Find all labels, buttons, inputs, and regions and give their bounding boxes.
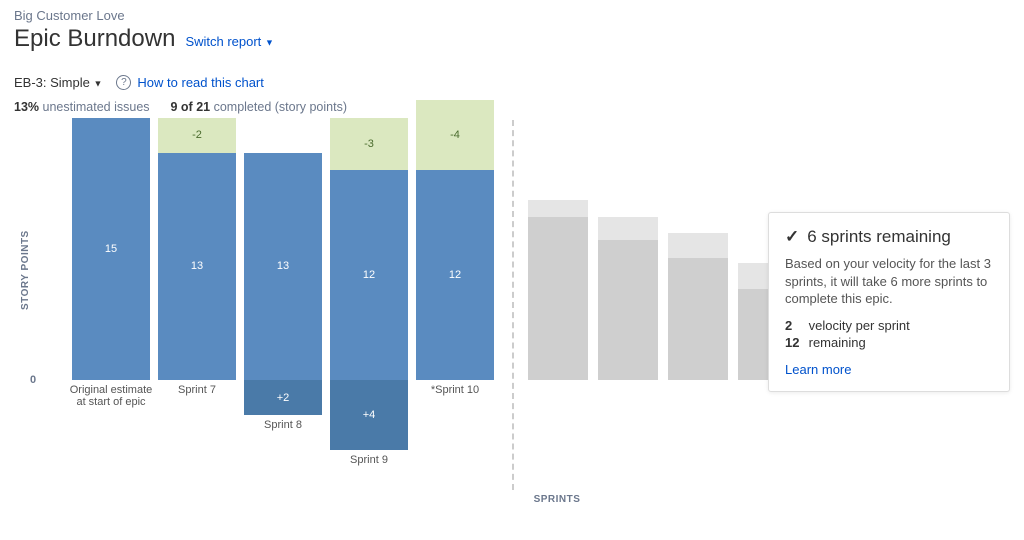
velocity-label: velocity per sprint	[809, 318, 910, 333]
bar-segment: -4	[416, 100, 494, 170]
bar-segment: 13	[158, 153, 236, 381]
how-to-read-link[interactable]: ? How to read this chart	[116, 75, 263, 90]
forecast-tooltip: ✓ 6 sprints remaining Based on your velo…	[768, 212, 1010, 392]
bar-segment: 15	[72, 118, 150, 381]
bar-segment	[668, 233, 728, 258]
x-axis-label: SPRINTS	[482, 494, 632, 505]
bar-segment: 12	[330, 170, 408, 380]
bar-segment: 13	[244, 153, 322, 381]
switch-report-dropdown[interactable]: Switch report ▼	[185, 34, 273, 49]
bar-segment	[528, 217, 588, 380]
bar-x-label: Sprint 8	[236, 419, 330, 431]
velocity-value: 2	[785, 318, 805, 333]
bar-column: -412*Sprint 10	[416, 100, 494, 380]
bar-column: -312+4Sprint 9	[330, 118, 408, 451]
chevron-down-icon: ▼	[94, 79, 103, 89]
how-to-read-label: How to read this chart	[137, 75, 263, 90]
learn-more-link[interactable]: Learn more	[785, 362, 851, 377]
bar-segment	[668, 258, 728, 381]
bar-x-label: Original estimate at start of epic	[64, 384, 158, 408]
bar-column: -213Sprint 7	[158, 118, 236, 381]
chart-plot: 15Original estimate at start of epic-213…	[44, 120, 1004, 490]
epic-picker-dropdown[interactable]: EB-3: Simple ▼	[14, 75, 102, 90]
chevron-down-icon: ▼	[265, 38, 274, 48]
forecast-bar	[668, 233, 728, 380]
bar-x-label: Sprint 7	[150, 384, 244, 396]
breadcrumb[interactable]: Big Customer Love	[14, 8, 1010, 23]
y-axis-label: STORY POINTS	[20, 230, 31, 310]
page-title: Epic Burndown	[14, 25, 175, 53]
bar-segment: +2	[244, 380, 322, 415]
bar-column: 15Original estimate at start of epic	[72, 118, 150, 381]
bar-segment: -3	[330, 118, 408, 171]
unestimated-pct: 13%	[14, 100, 39, 114]
bar-segment	[528, 200, 588, 218]
bar-column: 13+2Sprint 8	[244, 153, 322, 416]
switch-report-label: Switch report	[185, 34, 261, 49]
bar-segment	[598, 217, 658, 240]
zero-tick: 0	[30, 374, 36, 386]
bar-segment: 12	[416, 170, 494, 380]
check-icon: ✓	[785, 227, 799, 247]
remaining-label: remaining	[809, 335, 866, 350]
bar-x-label: Sprint 9	[322, 454, 416, 466]
bar-segment: -2	[158, 118, 236, 153]
summary-stats: 13% unestimated issues 9 of 21 completed…	[14, 100, 1010, 114]
bar-x-label: *Sprint 10	[408, 384, 502, 396]
forecast-title: 6 sprints remaining	[807, 227, 951, 247]
forecast-bar	[598, 217, 658, 380]
help-icon: ?	[116, 75, 131, 90]
bar-segment	[598, 240, 658, 380]
forecast-bar	[528, 200, 588, 380]
remaining-value: 12	[785, 335, 805, 350]
completed-count: 9 of 21	[171, 100, 211, 114]
bar-segment: +4	[330, 380, 408, 450]
forecast-description: Based on your velocity for the last 3 sp…	[785, 255, 993, 308]
unestimated-label: unestimated issues	[43, 100, 150, 114]
completed-label: completed (story points)	[214, 100, 347, 114]
epic-picker-label: EB-3: Simple	[14, 75, 90, 90]
